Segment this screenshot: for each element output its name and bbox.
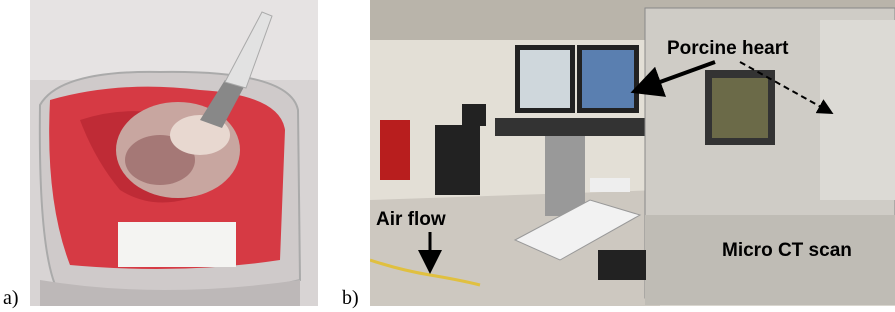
panel-label: b) bbox=[342, 287, 359, 309]
panel-label: a) bbox=[3, 287, 19, 309]
figure: a) b) Porcine heart Air flow Micro CT sc… bbox=[0, 0, 895, 312]
annotation: Air flow bbox=[376, 209, 446, 230]
annotation: Micro CT scan bbox=[722, 240, 852, 261]
page: {"panels": [ {"label": "a)"}, {"label": … bbox=[0, 0, 895, 312]
photo-heart bbox=[30, 0, 318, 306]
annotation: Porcine heart bbox=[667, 38, 789, 59]
